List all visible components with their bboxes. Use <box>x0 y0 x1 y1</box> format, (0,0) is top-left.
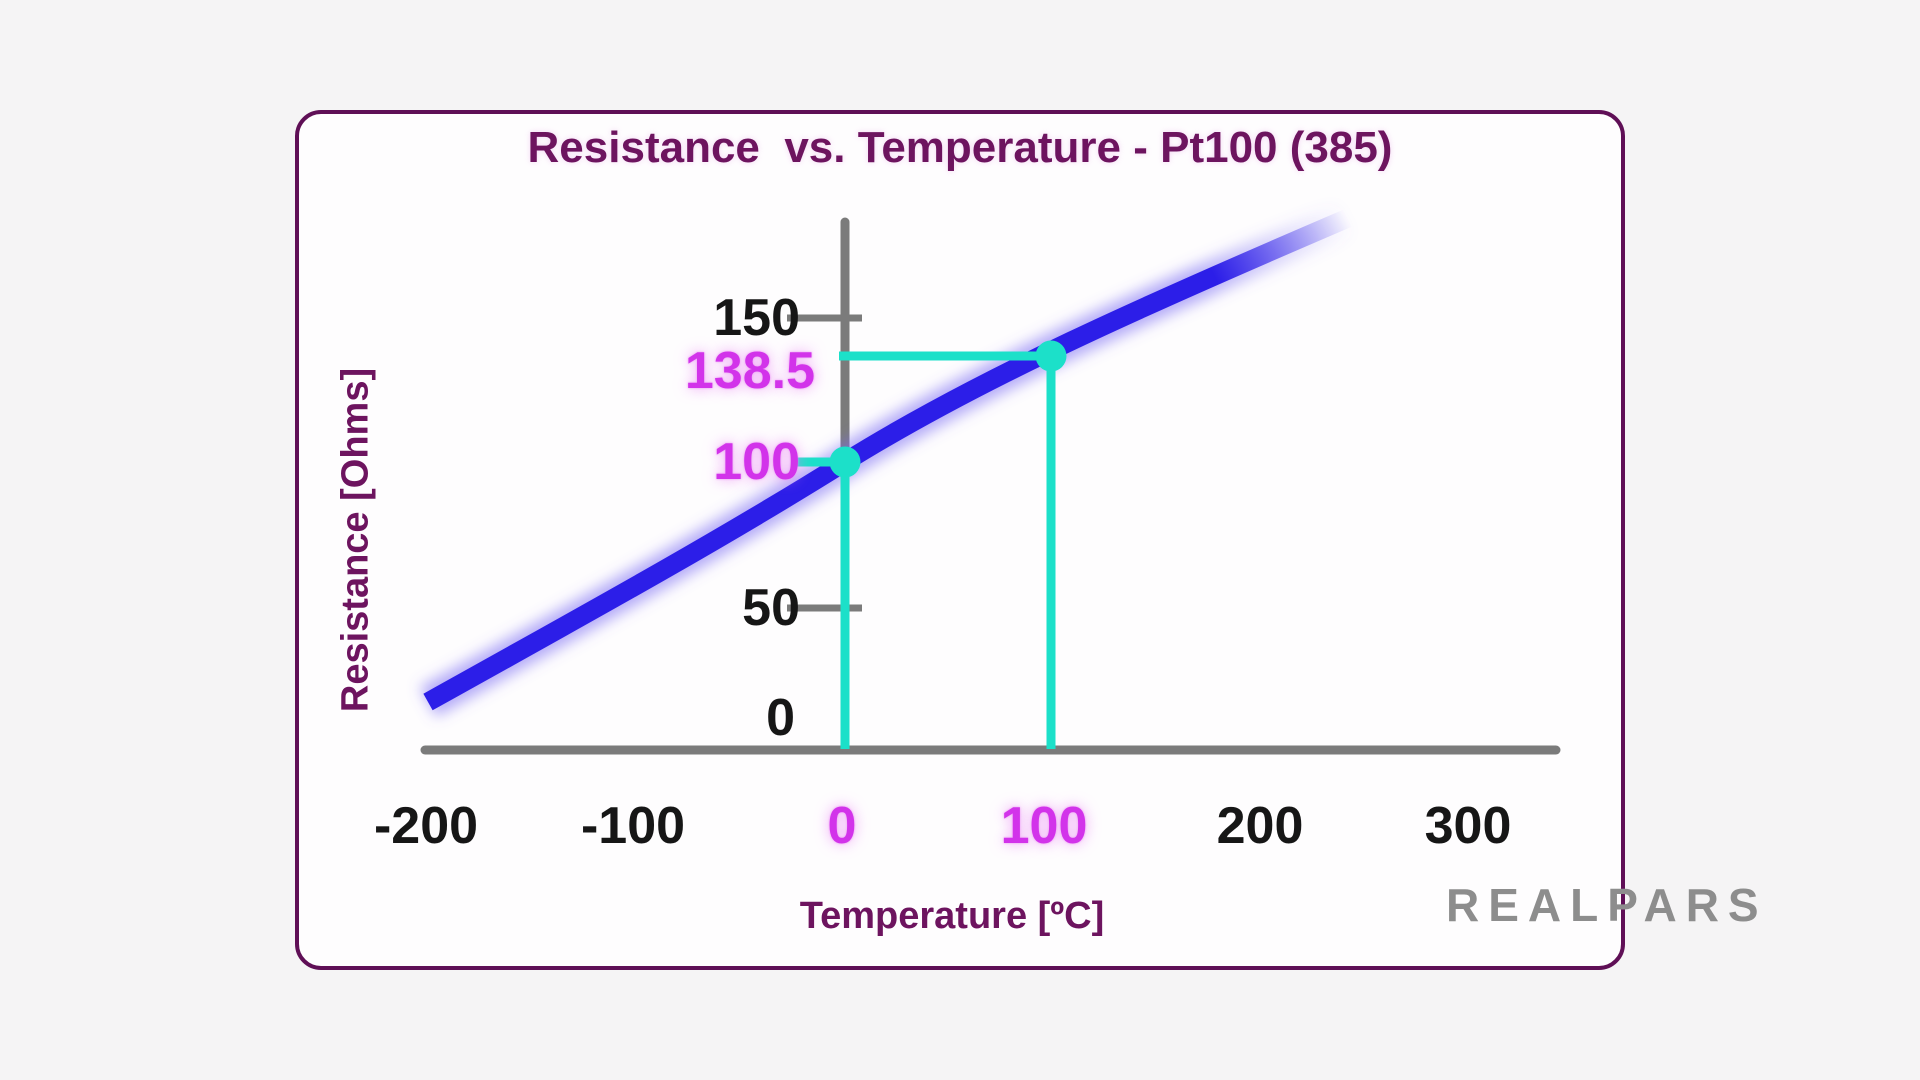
point-0-100 <box>829 446 861 478</box>
x-tick-label-100: 100 <box>1000 797 1088 855</box>
x-tick-label-0: 0 <box>827 797 857 855</box>
realpars-logo: REALPARS <box>1446 879 1768 931</box>
chart-card <box>295 110 1625 970</box>
y-tick-label-150: 150 <box>713 289 800 347</box>
x-tick-label-300: 300 <box>1424 797 1512 855</box>
x-axis-title: Temperature [ºC] <box>799 895 1105 937</box>
x-tick-label-m200: -200 <box>373 797 479 855</box>
y-tick-label-138-5: 138.5 <box>684 342 815 400</box>
x-tick-label-m100: -100 <box>580 797 686 855</box>
y-tick-label-0: 0 <box>766 689 795 747</box>
chart-title: Resistance vs. Temperature - Pt100 (385) <box>527 123 1393 172</box>
x-tick-label-200: 200 <box>1216 797 1304 855</box>
y-tick-label-50: 50 <box>742 579 800 637</box>
point-100-138-5 <box>1035 340 1067 372</box>
y-tick-label-100: 100 <box>713 433 800 491</box>
